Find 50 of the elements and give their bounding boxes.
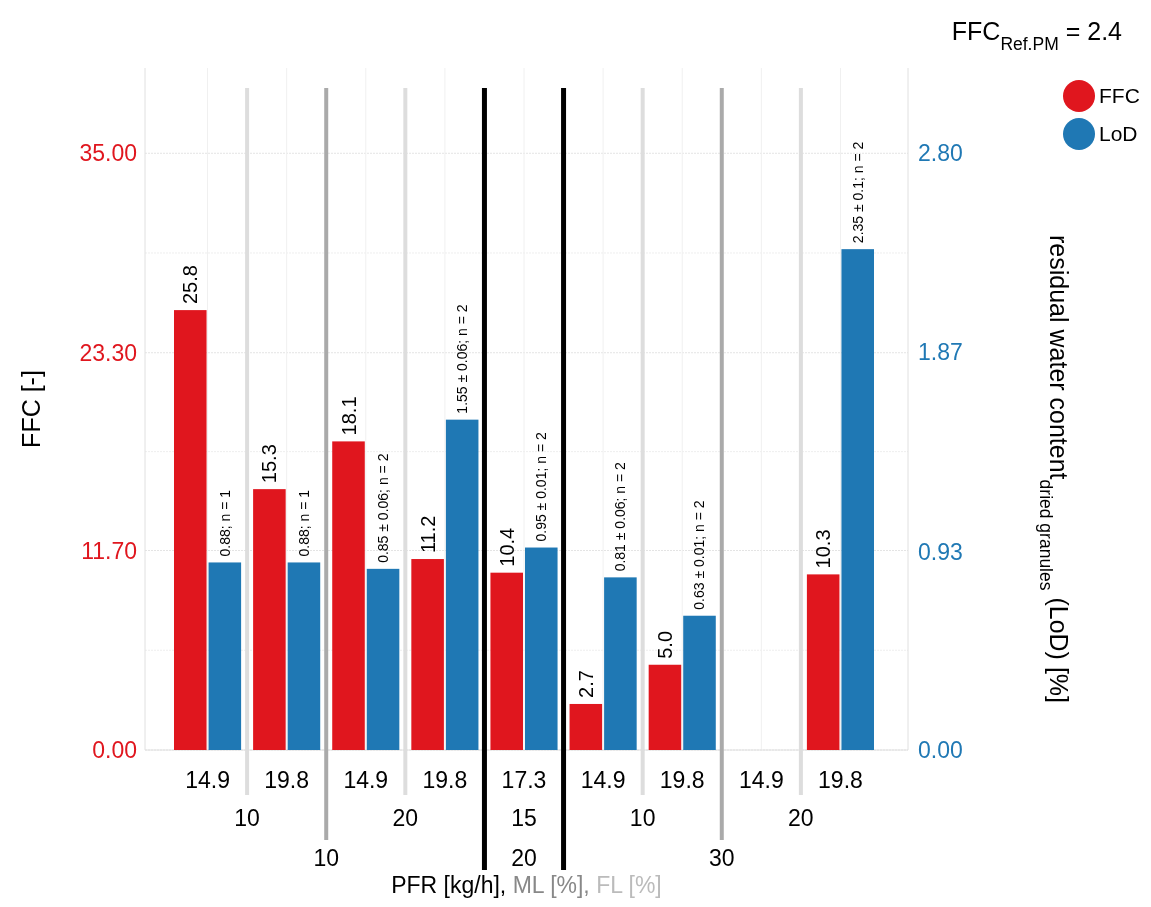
x-tick-label: 19.8: [818, 767, 863, 793]
data-label: 5.0: [653, 630, 676, 659]
data-label: 1.55 ± 0.06; n = 2: [454, 304, 471, 414]
x-tick-label: 19.8: [264, 767, 310, 793]
x-tick-label: 14.9: [185, 767, 230, 793]
bar: [604, 577, 637, 750]
text: 20: [392, 805, 419, 831]
y-tick-label: 0.00: [92, 737, 137, 764]
legend-label: LoD: [1099, 122, 1138, 146]
x-tick-label: 14.9: [343, 767, 389, 793]
text: 10: [234, 805, 260, 831]
legend-label: FFC: [1099, 84, 1140, 108]
text: 10: [629, 805, 656, 831]
data-label: 0.95 ± 0.01; n = 2: [533, 432, 550, 542]
data-label: 18.1: [337, 396, 360, 436]
data-label: 0.85 ± 0.06; n = 2: [374, 453, 391, 563]
text: 20: [511, 845, 537, 871]
y-tick-label: 23.30: [79, 339, 137, 366]
data-label: 2.35 ± 0.1; n = 2: [849, 141, 866, 244]
data-label: 0.88; n = 1: [216, 489, 233, 557]
y2-tick-label: 0.93: [918, 538, 963, 565]
y2-tick-label: 1.87: [918, 338, 963, 365]
y-tick-label: 35.00: [79, 140, 137, 167]
x-tick-label: 19.8: [422, 767, 468, 793]
data-label: 25.8: [179, 265, 202, 305]
text: 15: [511, 805, 537, 831]
data-label: 0.63 ± 0.01; n = 2: [691, 500, 708, 610]
text: FFC$_{Ref.PM}$ = 2.4: [951, 17, 1123, 54]
data-label: 15.3: [258, 444, 281, 484]
bar: [569, 703, 603, 750]
data-label: 11.2: [416, 515, 439, 554]
x-tick-label: 17.3: [501, 767, 547, 793]
y2-tick-label: 2.80: [918, 140, 963, 167]
data-label: 2.7: [574, 670, 597, 698]
text: 20: [788, 805, 814, 831]
y2-tick-label: 0.00: [918, 737, 963, 764]
x-tick-label: 14.9: [580, 767, 626, 793]
data-label: 0.88; n = 1: [295, 489, 312, 557]
bar: [841, 249, 874, 750]
x-tick-label: 19.8: [659, 767, 705, 793]
text: 30: [708, 845, 735, 871]
x-axis-title: PFR [kg/h], ML [%], FL [%]: [391, 872, 662, 898]
bar: [174, 310, 207, 750]
x-tick-label: 14.9: [738, 767, 784, 793]
data-label: 10.4: [495, 527, 518, 567]
y-tick-label: 11.70: [81, 537, 137, 564]
data-label: 10.3: [812, 529, 835, 569]
text: 10: [313, 845, 340, 871]
data-label: 0.81 ± 0.06; n = 2: [612, 461, 629, 572]
y-axis-title: FFC [-]: [17, 370, 45, 448]
